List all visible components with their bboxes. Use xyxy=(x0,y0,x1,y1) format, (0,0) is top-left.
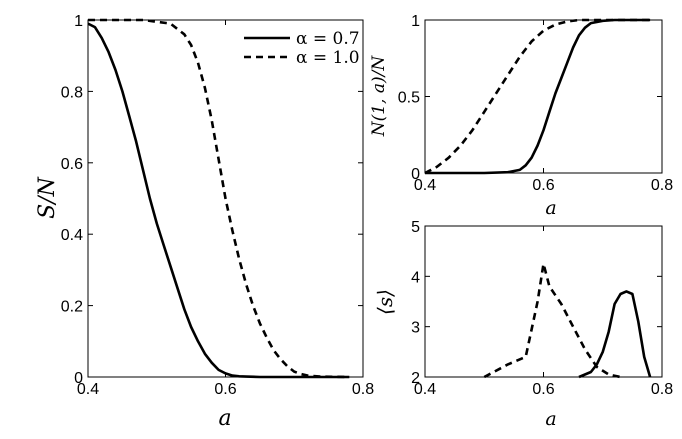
bottom-series-dashed xyxy=(483,262,621,379)
main-ylabel: S/N xyxy=(35,176,60,218)
bottom-ytick-label-1: 3 xyxy=(411,320,420,337)
main-ytick-label-0: 0 xyxy=(74,370,83,387)
main-ytick-label-1: 0.2 xyxy=(61,299,83,316)
bottom-xlabel: a xyxy=(545,408,556,430)
top-xtick-label-2: 0.8 xyxy=(651,177,673,194)
main-xlabel: a xyxy=(218,406,231,431)
top-ylabel: N(1, a)/N xyxy=(369,55,389,138)
bottom-ytick-label-3: 5 xyxy=(411,219,420,236)
top-series-dashed xyxy=(424,18,651,175)
top-right-panel: 0.4 0.6 0.8 0 0.5 1 N(1, a)/N a xyxy=(369,13,673,219)
bottom-ytick-label-0: 2 xyxy=(411,370,420,387)
legend: α = 0.7 α = 1.0 xyxy=(244,29,360,68)
main-xtick-label-1: 0.6 xyxy=(214,381,236,398)
main-ytick-label-3: 0.6 xyxy=(61,156,83,173)
bottom-series-solid xyxy=(578,290,652,379)
bottom-ytick-label-2: 4 xyxy=(411,269,420,286)
main-series-solid xyxy=(87,22,350,379)
top-series-solid xyxy=(425,18,651,175)
main-ytick-label-2: 0.4 xyxy=(61,227,83,244)
main-series-dashed xyxy=(88,18,350,379)
bottom-axes-frame xyxy=(424,225,663,378)
main-xtick-label-0: 0.4 xyxy=(77,381,99,398)
top-xlabel: a xyxy=(545,197,556,219)
bottom-right-panel: 0.4 0.6 0.8 2 3 4 5 ⟨s⟩ a xyxy=(373,219,673,430)
main-ytick-label-4: 0.8 xyxy=(61,84,83,101)
legend-solid-label: α = 0.7 xyxy=(296,29,360,49)
legend-dashed-label: α = 1.0 xyxy=(296,48,360,68)
bottom-ylabel: ⟨s⟩ xyxy=(373,289,397,315)
bottom-xtick-label-0: 0.4 xyxy=(414,381,436,398)
main-ytick-label-5: 1 xyxy=(74,13,83,30)
top-axes-frame xyxy=(424,19,663,174)
top-ytick-label-2: 1 xyxy=(411,13,420,30)
top-xtick-label-0: 0.4 xyxy=(414,177,436,194)
bottom-xtick-label-1: 0.6 xyxy=(532,381,554,398)
top-xtick-label-1: 0.6 xyxy=(532,177,554,194)
main-xtick-label-2: 0.8 xyxy=(352,381,374,398)
top-ytick-label-0: 0 xyxy=(411,166,420,183)
top-ytick-label-1: 0.5 xyxy=(398,90,420,107)
main-panel: 0.4 0.6 0.8 0 0.2 0.4 0.6 0.8 1 S/N a α = 0.7 α … xyxy=(35,13,374,431)
bottom-xtick-label-2: 0.8 xyxy=(651,381,673,398)
